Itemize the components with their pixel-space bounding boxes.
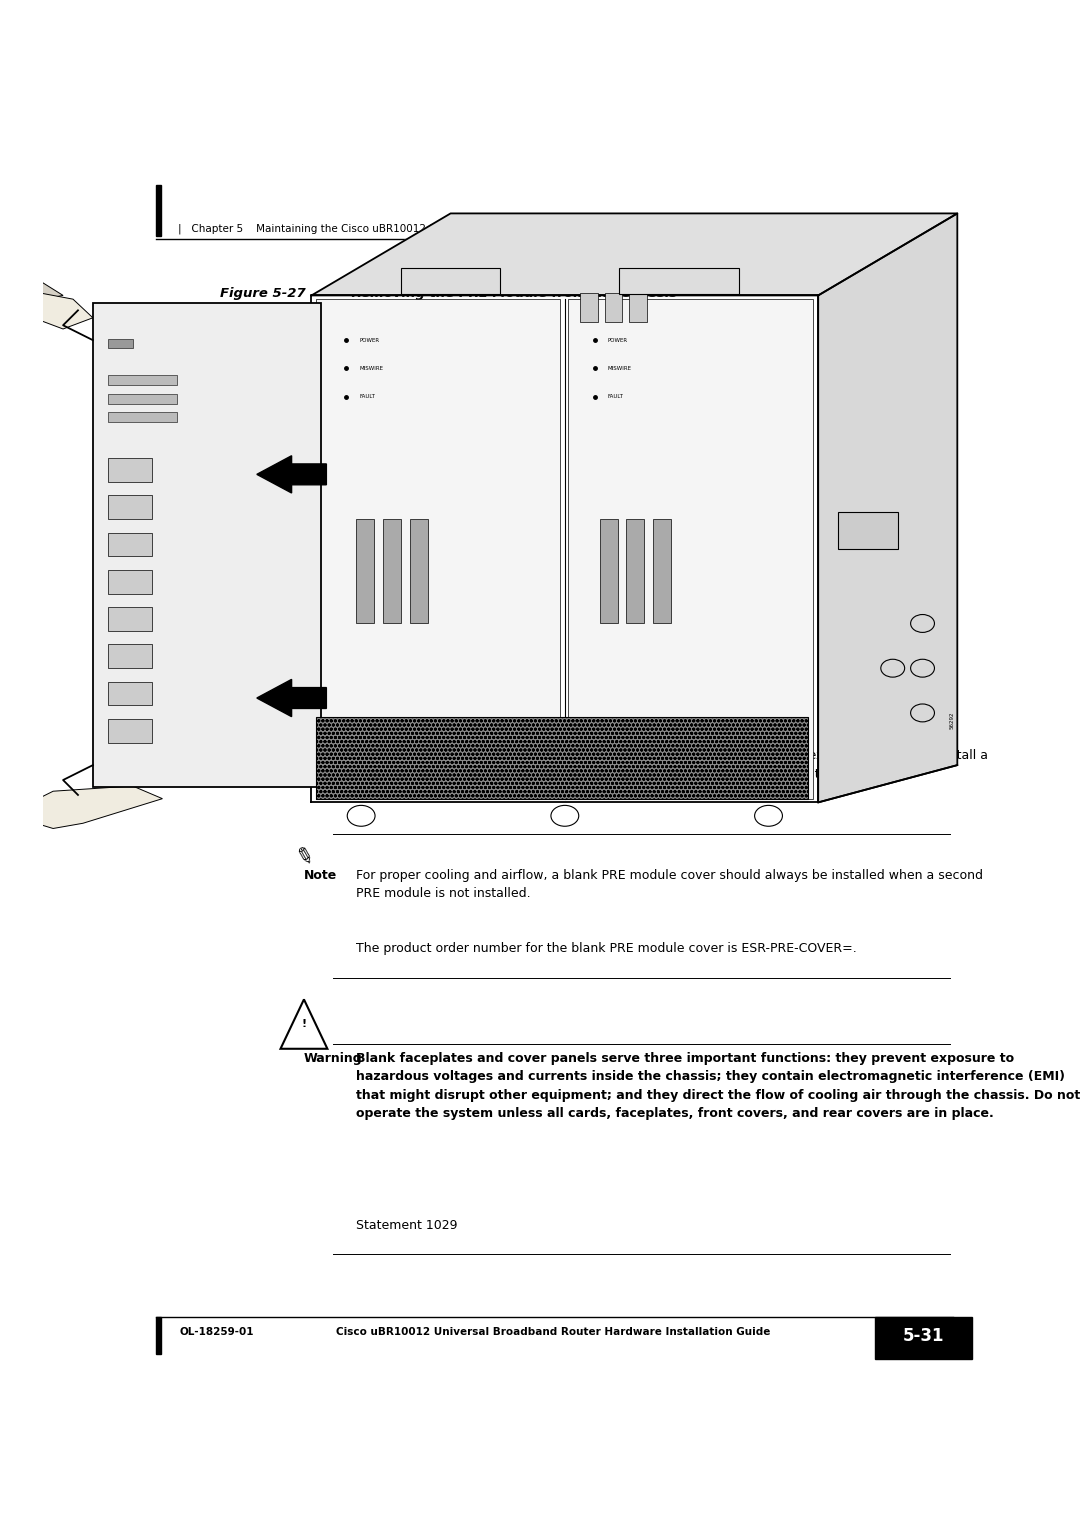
Text: 56292: 56292 bbox=[949, 712, 955, 728]
Bar bbox=[108, 533, 152, 556]
FancyArrow shape bbox=[257, 680, 326, 716]
Text: Statement 1029: Statement 1029 bbox=[356, 1219, 457, 1232]
Text: !: ! bbox=[301, 1019, 307, 1029]
Polygon shape bbox=[13, 292, 93, 328]
Text: MISWIRE: MISWIRE bbox=[360, 366, 383, 371]
Polygon shape bbox=[3, 786, 162, 829]
Polygon shape bbox=[0, 229, 63, 302]
Text: For proper cooling and airflow, a blank PRE module cover should always be instal: For proper cooling and airflow, a blank … bbox=[356, 869, 983, 899]
Bar bbox=[108, 376, 177, 385]
Text: OL-18259-01: OL-18259-01 bbox=[180, 1327, 255, 1338]
Polygon shape bbox=[281, 999, 327, 1049]
FancyArrow shape bbox=[257, 455, 326, 493]
Bar bbox=[108, 394, 177, 403]
Bar bbox=[626, 519, 645, 623]
Bar bbox=[108, 412, 177, 421]
Text: Blank faceplates and cover panels serve three important functions: they prevent : Blank faceplates and cover panels serve … bbox=[356, 1052, 1080, 1121]
Polygon shape bbox=[311, 214, 957, 295]
Bar bbox=[108, 681, 152, 705]
Text: FAULT: FAULT bbox=[360, 394, 375, 400]
Text: 5-31: 5-31 bbox=[903, 1327, 945, 1345]
Text: Step 8: Step 8 bbox=[255, 750, 300, 762]
Text: ✎: ✎ bbox=[293, 846, 315, 869]
Polygon shape bbox=[0, 799, 53, 832]
Text: POWER: POWER bbox=[360, 337, 379, 342]
Bar bbox=[653, 519, 671, 623]
Bar bbox=[580, 293, 597, 322]
Bar bbox=[356, 519, 374, 623]
Bar bbox=[630, 293, 647, 322]
Text: Cisco uBR10012 Universal Broadband Router Hardware Installation Guide: Cisco uBR10012 Universal Broadband Route… bbox=[336, 1327, 771, 1338]
Text: Note: Note bbox=[303, 869, 337, 881]
Bar bbox=[156, 1316, 161, 1353]
Bar bbox=[568, 299, 813, 799]
Bar bbox=[409, 519, 428, 623]
Bar bbox=[838, 512, 897, 548]
Text: Warning: Warning bbox=[303, 1052, 363, 1064]
Text: |   Chapter 5    Maintaining the Cisco uBR10012 Router: | Chapter 5 Maintaining the Cisco uBR100… bbox=[177, 223, 463, 234]
Text: The product order number for the blank PRE module cover is ESR-PRE-COVER=.: The product order number for the blank P… bbox=[356, 942, 856, 954]
Bar bbox=[401, 267, 500, 293]
Bar bbox=[108, 495, 152, 519]
Bar bbox=[316, 716, 808, 799]
Text: Removing and Replacing the PRE Module ■: Removing and Replacing the PRE Module ■ bbox=[724, 223, 950, 234]
Text: POWER: POWER bbox=[608, 337, 627, 342]
Text: Removing the PRE Module from the Chassis: Removing the PRE Module from the Chassis bbox=[333, 287, 677, 301]
Bar bbox=[156, 185, 161, 235]
Bar bbox=[383, 519, 401, 623]
Bar bbox=[108, 719, 152, 742]
Bar bbox=[599, 519, 618, 623]
Bar bbox=[108, 339, 133, 348]
Bar bbox=[875, 1316, 972, 1359]
Text: FAULT: FAULT bbox=[608, 394, 623, 400]
Bar bbox=[93, 302, 322, 788]
Text: Figure 5-27: Figure 5-27 bbox=[220, 287, 306, 301]
Text: MISWIRE: MISWIRE bbox=[608, 366, 632, 371]
Bar bbox=[620, 267, 739, 293]
Bar bbox=[108, 644, 152, 669]
Bar bbox=[108, 608, 152, 631]
Bar bbox=[605, 293, 622, 322]
Text: If you are installing a new or replacement PRE module, proceed to the next step.: If you are installing a new or replaceme… bbox=[356, 750, 988, 780]
Polygon shape bbox=[819, 214, 957, 802]
Bar bbox=[108, 458, 152, 483]
Bar bbox=[316, 299, 559, 799]
Bar bbox=[108, 570, 152, 594]
